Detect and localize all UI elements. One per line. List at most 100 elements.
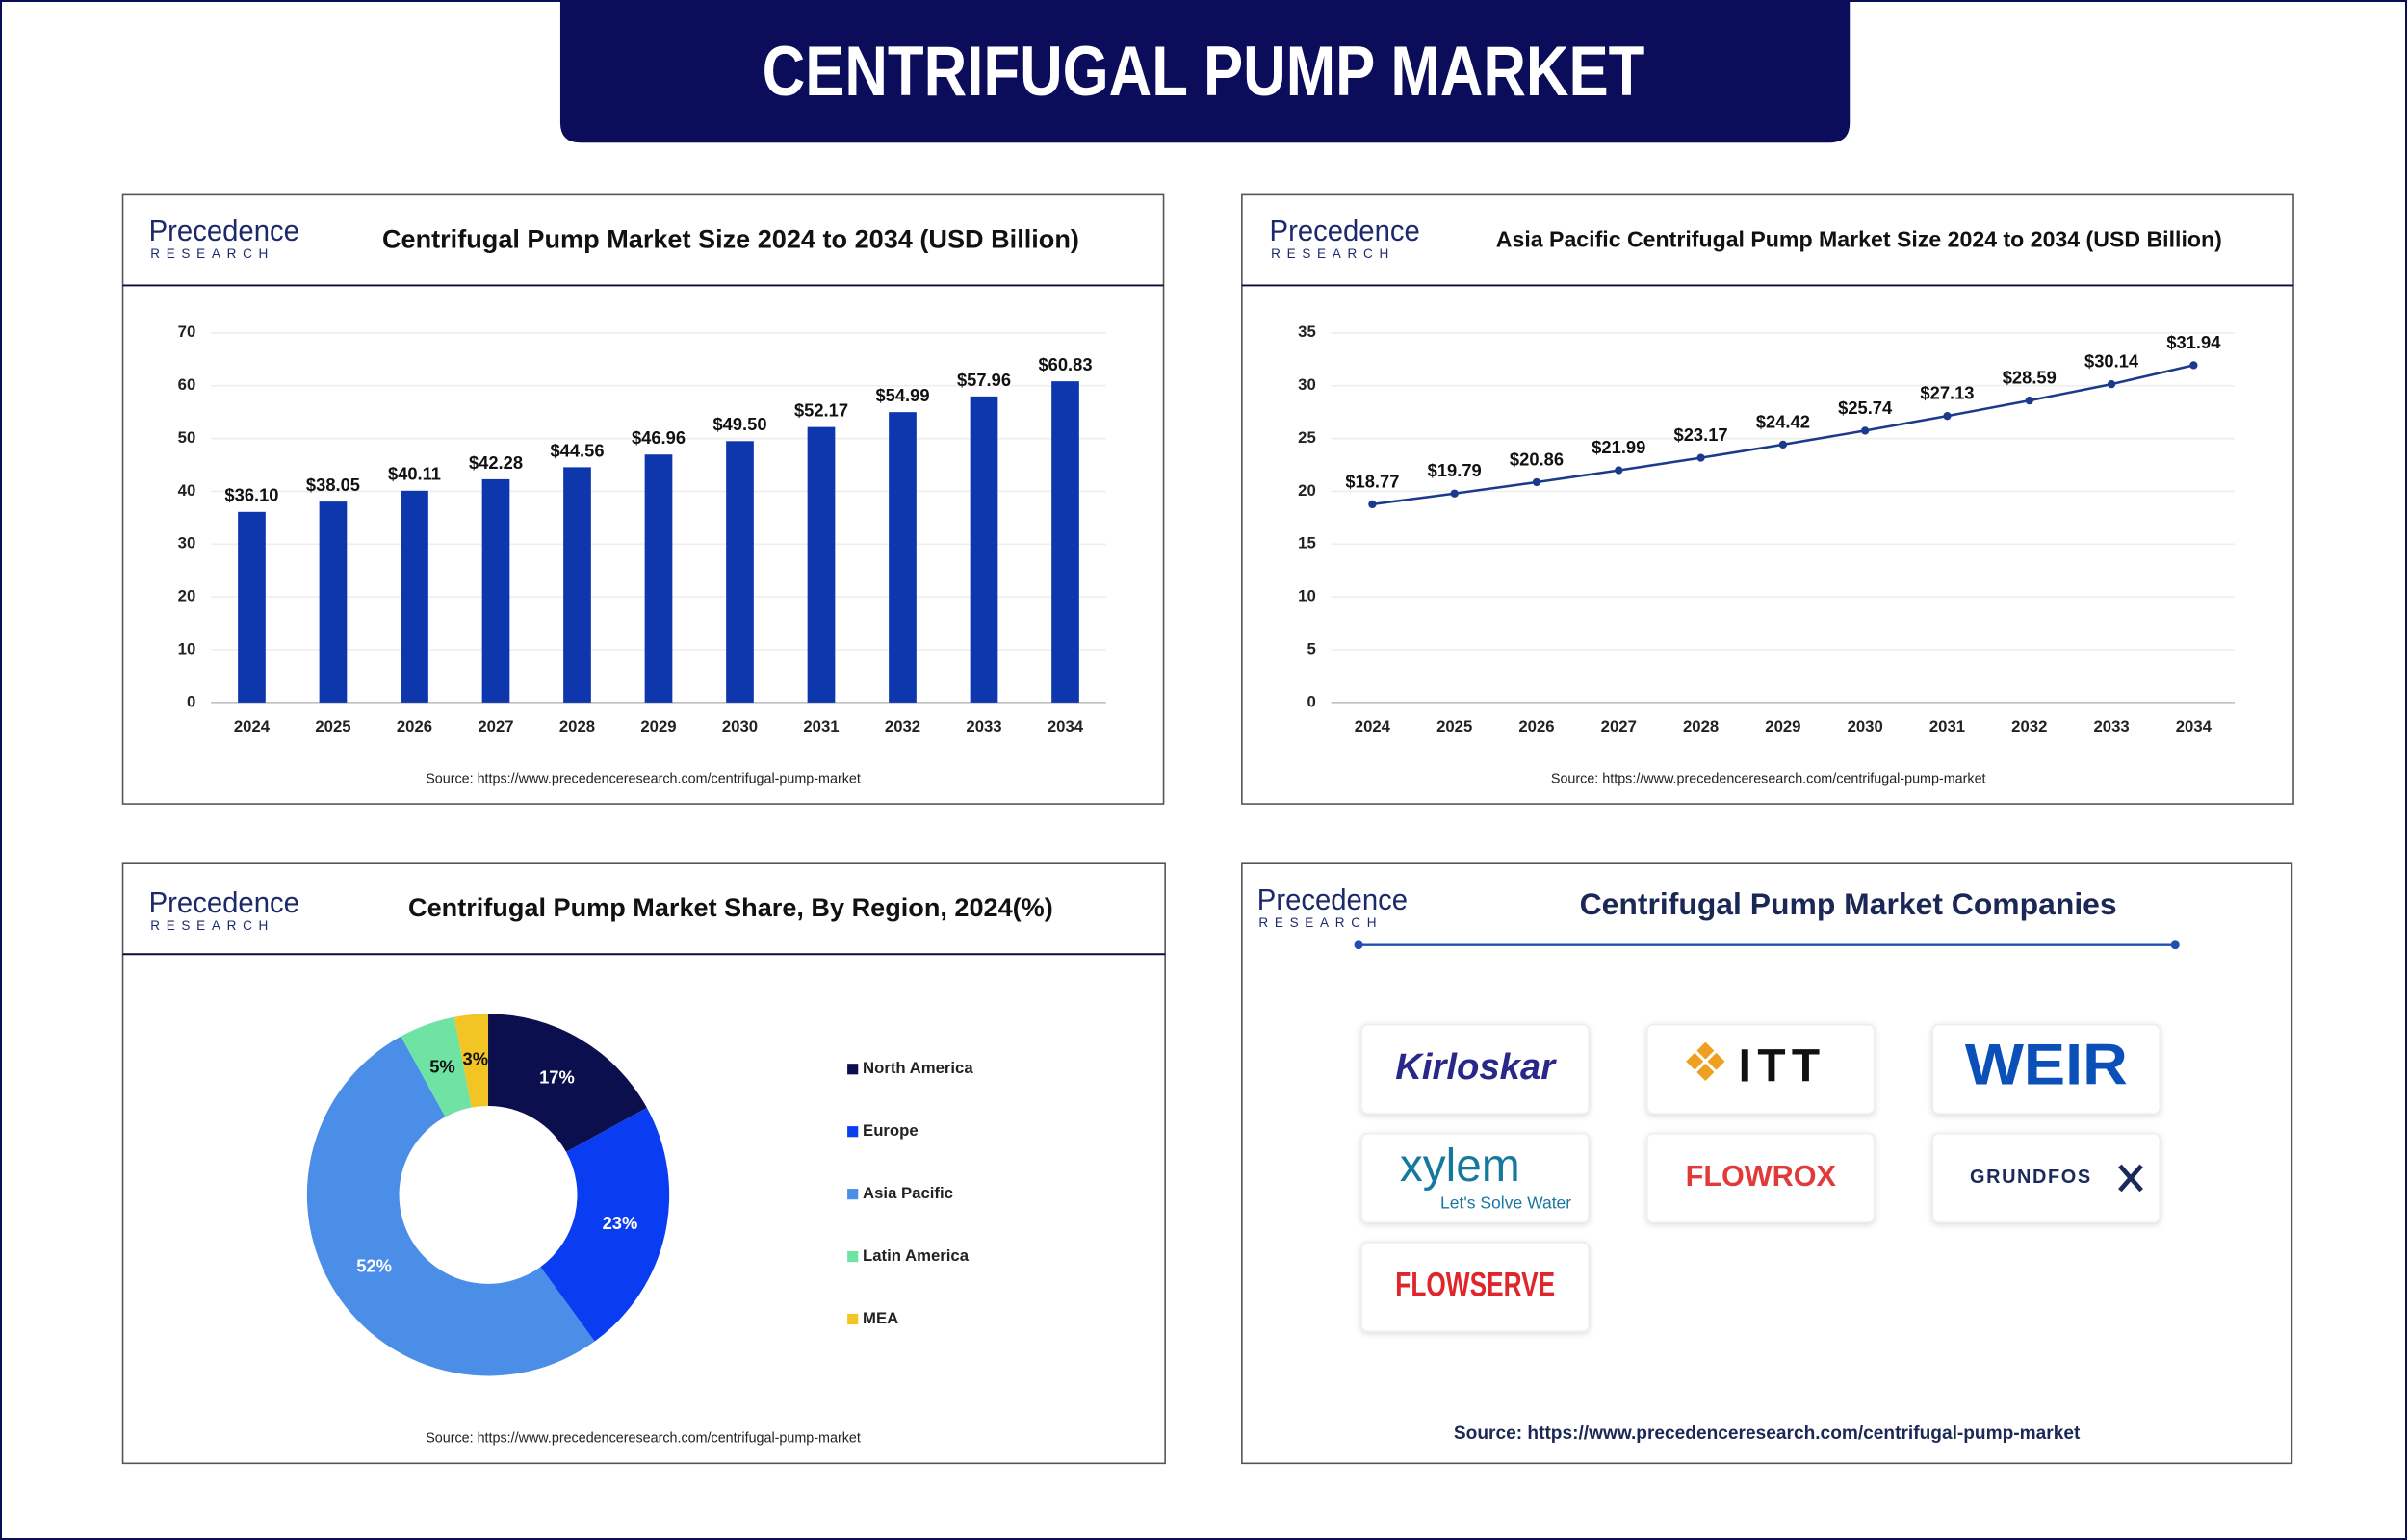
point	[2025, 397, 2033, 405]
company-logo: FLOWSERVE	[1395, 1266, 1555, 1303]
point	[1943, 412, 1952, 421]
logo-card	[1645, 1132, 1876, 1223]
x-tick-label: 2026	[1518, 717, 1554, 735]
bar	[970, 396, 998, 703]
y-tick-label: 25	[1298, 428, 1316, 447]
legend-label: North America	[863, 1059, 973, 1077]
x-tick-label: 2030	[1848, 717, 1883, 735]
y-tick-label: 15	[1298, 534, 1316, 552]
x-tick-label: 2034	[1048, 717, 1084, 735]
legend-label: Asia Pacific	[863, 1184, 953, 1202]
point	[1861, 426, 1870, 435]
y-tick-label: 0	[1307, 692, 1315, 710]
x-tick-label: 2033	[2093, 717, 2129, 735]
panel	[1241, 193, 2294, 805]
point	[2107, 380, 2116, 389]
y-tick-label: 60	[178, 375, 196, 394]
value-label: $19.79	[1428, 460, 1482, 480]
y-tick-label: 35	[1298, 322, 1316, 341]
legend-swatch	[847, 1064, 859, 1075]
logo-card	[1931, 1023, 2161, 1115]
value-label: $52.17	[794, 400, 848, 421]
value-label: $24.42	[1756, 411, 1810, 431]
value-label: $44.56	[550, 440, 604, 460]
company-logo: ITT	[1739, 1040, 1826, 1091]
x-tick-label: 2027	[478, 717, 513, 735]
value-label: $54.99	[875, 385, 929, 405]
y-tick-label: 10	[1298, 587, 1316, 605]
company-logo: WEIR	[1965, 1032, 2128, 1097]
brand-tagline: RESEARCH	[150, 246, 274, 261]
point	[1778, 440, 1788, 449]
point	[1696, 453, 1705, 462]
brand-name: Precedence	[1257, 885, 1408, 916]
x-tick-label: 2030	[722, 717, 758, 735]
value-label: $49.50	[712, 414, 766, 434]
panel	[121, 193, 1165, 805]
value-label: $38.05	[306, 475, 360, 495]
value-label: 23%	[603, 1213, 638, 1233]
x-tick-label: 2024	[1355, 717, 1391, 735]
y-tick-label: 40	[178, 481, 196, 500]
x-tick-label: 2028	[1683, 717, 1719, 735]
source: Source: https://www.precedenceresearch.c…	[426, 771, 861, 786]
bar	[726, 441, 754, 703]
logo-card	[1360, 1242, 1590, 1333]
logo-card	[1931, 1132, 2161, 1223]
pie-slice	[453, 1014, 489, 1108]
y-tick-label: 50	[178, 428, 196, 447]
bar	[238, 511, 266, 703]
legend-label: Latin America	[863, 1246, 970, 1265]
value-label: $42.28	[469, 452, 523, 473]
brand-tagline: RESEARCH	[150, 918, 274, 933]
point	[1368, 500, 1377, 509]
company-logo: xylem	[1400, 1141, 1520, 1192]
pie-slice	[401, 1016, 472, 1117]
value-label: $31.94	[2166, 332, 2221, 352]
legend-swatch	[847, 1251, 859, 1263]
y-tick-label: 30	[178, 534, 196, 552]
point	[1615, 466, 1623, 475]
x-tick-label: 2024	[234, 717, 271, 735]
x-tick-label: 2031	[803, 717, 839, 735]
x-tick-label: 2031	[1929, 717, 1965, 735]
x-tick-label: 2029	[1765, 717, 1800, 735]
legend-label: Europe	[863, 1121, 919, 1140]
logo-card	[1360, 1023, 1590, 1115]
x-tick-label: 2026	[397, 717, 432, 735]
x-tick-label: 2033	[966, 717, 1001, 735]
logo-card	[1360, 1132, 1590, 1223]
point	[1532, 477, 1541, 487]
legend-swatch	[847, 1189, 859, 1200]
chart-title: Centrifugal Pump Market Share, By Region…	[408, 892, 1053, 922]
x-tick-label: 2028	[559, 717, 595, 735]
companies-title: Centrifugal Pump Market Companies	[1580, 886, 2117, 921]
value-label: 17%	[539, 1067, 575, 1088]
value-label: $57.96	[957, 370, 1011, 390]
bar	[889, 412, 917, 703]
rule-dot	[2170, 940, 2180, 950]
value-label: $28.59	[2003, 368, 2057, 388]
chart-title: Asia Pacific Centrifugal Pump Market Siz…	[1496, 226, 2222, 251]
logo-icon	[2118, 1164, 2143, 1193]
company-tagline: Let's Solve Water	[1440, 1194, 1571, 1213]
x-tick-label: 2032	[2011, 717, 2047, 735]
y-tick-label: 10	[178, 639, 196, 657]
panel	[121, 862, 1166, 1465]
x-tick-label: 2025	[1436, 717, 1472, 735]
bar	[1051, 381, 1079, 703]
value-label: $60.83	[1038, 354, 1092, 374]
x-tick-label: 2027	[1601, 717, 1637, 735]
panel	[1241, 862, 2293, 1465]
value-label: 52%	[356, 1255, 392, 1275]
value-label: $30.14	[2084, 351, 2139, 372]
y-tick-label: 20	[1298, 481, 1316, 500]
brand-tagline: RESEARCH	[1258, 915, 1383, 930]
bar	[563, 467, 591, 703]
bar	[481, 478, 510, 703]
legend-swatch	[847, 1126, 859, 1138]
x-tick-label: 2034	[2176, 717, 2213, 735]
y-tick-label: 70	[178, 322, 196, 341]
